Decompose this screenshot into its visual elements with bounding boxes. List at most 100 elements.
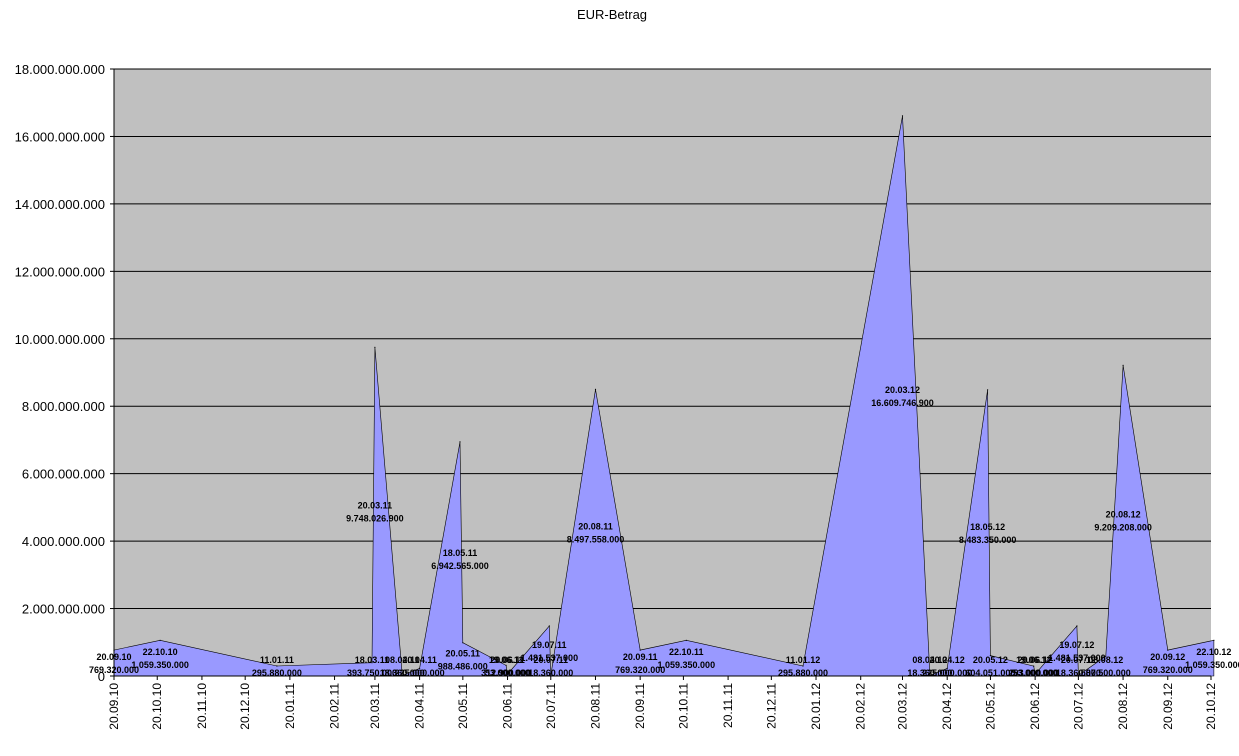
data-label-date: 18.03.11 bbox=[355, 655, 390, 665]
y-tick-label: 16.000.000.000 bbox=[15, 129, 105, 144]
data-point bbox=[506, 673, 509, 675]
x-tick-label: 20.08.11 bbox=[589, 683, 603, 729]
data-point bbox=[1034, 673, 1036, 675]
data-label-date: 20.09.10 bbox=[96, 652, 131, 662]
data-point bbox=[989, 655, 992, 657]
data-label-date: 19.07.12 bbox=[1059, 640, 1094, 650]
x-axis-ticks: 20.09.10 20.10.10 20.11.10 20.12.10 20.01.11… bbox=[107, 676, 1218, 730]
data-label-value: 1.481.537.000 bbox=[521, 653, 579, 663]
data-label-value: 6.942.565.000 bbox=[431, 561, 489, 571]
data-label-date: 20.06.12 bbox=[1018, 655, 1053, 665]
data-point bbox=[159, 639, 161, 641]
data-label-date: 22.10.12 bbox=[1196, 647, 1231, 657]
data-label-date: 11.01.12 bbox=[786, 655, 821, 665]
data-label-value: 769.320.000 bbox=[615, 665, 665, 675]
data-label-value: 295.880.000 bbox=[778, 668, 828, 678]
x-tick-label: 20.07.11 bbox=[544, 683, 558, 729]
y-tick-label: 2.000.000.000 bbox=[22, 602, 105, 617]
data-label-value: 393.750.000 bbox=[347, 668, 397, 678]
y-tick-label: 18.000.000.000 bbox=[15, 62, 105, 77]
gridlines bbox=[114, 68, 1211, 610]
x-tick-label: 20.09.12 bbox=[1161, 683, 1175, 730]
data-label-date: 20.06.11 bbox=[490, 655, 525, 665]
data-label-date: 20.03.11 bbox=[358, 501, 393, 511]
data-labels: 20.09.10 769.320.000 22.10.10 1.059.350.000… bbox=[89, 385, 1239, 678]
y-tick-label: 4.000.000.000 bbox=[22, 534, 105, 549]
data-point bbox=[901, 115, 904, 117]
data-label-value: 18.360.000 bbox=[1056, 668, 1101, 678]
x-tick-label: 20.09.10 bbox=[107, 683, 121, 730]
data-label-value: 312.900.000 bbox=[481, 668, 531, 678]
data-point bbox=[639, 649, 641, 651]
data-label-date: 20.07.11 bbox=[534, 655, 569, 665]
data-label-value: 988.486.000 bbox=[438, 661, 488, 671]
data-label-date: 20.09.12 bbox=[1150, 652, 1185, 662]
data-point bbox=[987, 389, 989, 391]
data-label-date: 22.10.11 bbox=[669, 647, 704, 657]
data-label-value: 18.360.000 bbox=[907, 668, 952, 678]
data-point bbox=[1213, 639, 1215, 641]
x-tick-label: 20.10.10 bbox=[150, 683, 164, 730]
x-tick-label: 20.03.11 bbox=[368, 683, 382, 729]
data-label-value: 53.000.000 bbox=[1013, 668, 1058, 678]
data-point bbox=[505, 664, 507, 667]
data-point bbox=[1122, 364, 1124, 366]
data-point bbox=[548, 625, 550, 627]
data-label-date: 18.05.11 bbox=[443, 548, 478, 558]
data-label-date: 20.09.11 bbox=[623, 652, 658, 662]
x-tick-label: 20.01.11 bbox=[283, 683, 297, 729]
data-point bbox=[802, 665, 804, 667]
data-point bbox=[276, 665, 278, 667]
data-point bbox=[685, 639, 687, 641]
data-label-date: 08.08.12 bbox=[1088, 655, 1123, 665]
data-point bbox=[1105, 655, 1107, 657]
y-tick-label: 8.000.000.000 bbox=[22, 399, 105, 414]
x-tick-label: 20.06.11 bbox=[501, 683, 515, 729]
data-label-value: 293.000.000 bbox=[1009, 668, 1059, 678]
data-point bbox=[1076, 625, 1078, 627]
x-tick-label: 20.12.11 bbox=[764, 683, 778, 729]
data-point bbox=[594, 388, 597, 390]
data-label-date: 08.04.11 bbox=[385, 655, 420, 665]
data-point bbox=[419, 667, 421, 670]
data-label-value: 769.320.000 bbox=[1143, 665, 1193, 675]
y-tick-label: 14.000.000.000 bbox=[15, 197, 105, 212]
x-tick-label: 20.06.12 bbox=[1028, 683, 1042, 730]
data-label-value: 8.483.350.000 bbox=[959, 535, 1017, 545]
data-label-date: 20.08.12 bbox=[1106, 510, 1141, 520]
data-point bbox=[374, 346, 376, 348]
x-tick-label: 20.05.12 bbox=[983, 683, 997, 730]
y-tick-label: 0 bbox=[98, 669, 105, 684]
x-tick-label: 20.02.11 bbox=[328, 683, 342, 729]
data-label-date: 20.04.12 bbox=[930, 655, 965, 665]
x-tick-label: 20.08.12 bbox=[1116, 683, 1130, 730]
y-tick-label: 12.000.000.000 bbox=[15, 264, 105, 279]
data-point bbox=[371, 662, 373, 664]
data-label-value: 16.609.746.900 bbox=[871, 398, 934, 408]
x-tick-label: 20.02.12 bbox=[854, 683, 868, 730]
data-label-value: 604.051.000 bbox=[965, 668, 1015, 678]
data-label-value: 9.209.208.000 bbox=[1094, 523, 1152, 533]
data-label-value: 1.059.350.000 bbox=[131, 660, 189, 670]
data-label-date: 08.04.12 bbox=[912, 655, 947, 665]
data-label-date: 19.06.12 bbox=[1016, 655, 1051, 665]
data-label-date: 22.10.10 bbox=[143, 647, 178, 657]
x-tick-label: 20.04.11 bbox=[413, 683, 427, 729]
data-label-date: 20.03.12 bbox=[885, 385, 920, 395]
data-point bbox=[1167, 649, 1169, 651]
x-tick-label: 20.04.12 bbox=[940, 683, 954, 730]
data-label-value: 53.000.000 bbox=[485, 668, 530, 678]
y-tick-label: 10.000.000.000 bbox=[15, 332, 105, 347]
data-label-value: 1.059.350.000 bbox=[658, 660, 716, 670]
data-label-value: 18.360.000 bbox=[380, 668, 425, 678]
axes bbox=[113, 69, 1211, 677]
data-label-value: 9.748.026.900 bbox=[346, 514, 404, 524]
data-label-value: 225.000.000 bbox=[922, 668, 972, 678]
data-label-date: 18.05.12 bbox=[970, 522, 1005, 532]
data-label-date: 19.06.11 bbox=[489, 655, 524, 665]
x-tick-label: 20.05.11 bbox=[456, 683, 470, 729]
data-label-date: 19.07.11 bbox=[532, 640, 567, 650]
x-tick-label: 20.11.10 bbox=[195, 683, 209, 729]
